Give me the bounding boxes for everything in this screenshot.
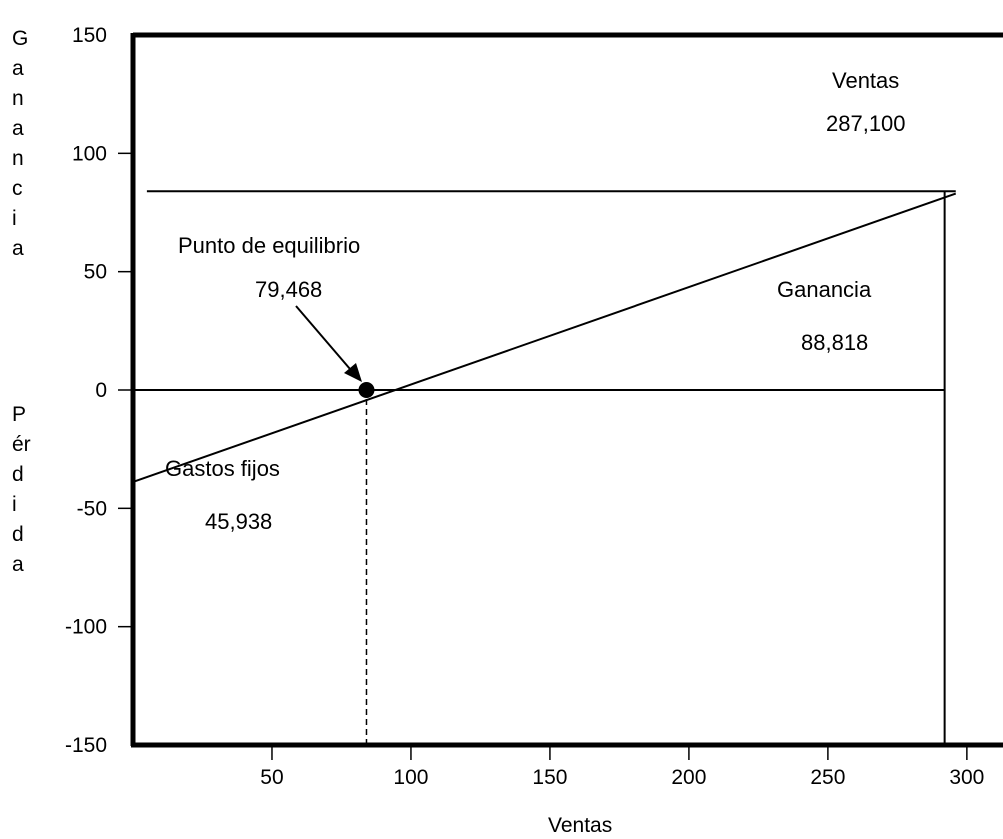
x-tick-label: 300 [949, 766, 984, 789]
x-tick-label: 250 [810, 766, 845, 789]
x-axis-title: Ventas [548, 814, 612, 834]
y-tick-label: -100 [65, 616, 107, 639]
y-tick-label: 100 [72, 142, 107, 165]
y-tick-label: -150 [65, 734, 107, 757]
y-axis-label-letter: d [12, 463, 24, 486]
x-tick-label: 200 [671, 766, 706, 789]
y-axis-label-letter: ér [12, 433, 31, 456]
y-axis-label-letter: i [12, 493, 17, 516]
x-tick-label: 150 [532, 766, 567, 789]
y-axis-label-letter: c [12, 177, 23, 200]
y-tick-label: 50 [84, 261, 107, 284]
annotation-ganancia-label: Ganancia [777, 277, 872, 302]
annotation-equilibrio-label: Punto de equilibrio [178, 233, 360, 258]
annotation-ventas-label: Ventas [832, 68, 899, 93]
x-tick-label: 50 [260, 766, 283, 789]
x-tick-label: 100 [393, 766, 428, 789]
y-axis-label-letter: a [12, 237, 24, 260]
y-axis-label-letter: a [12, 117, 24, 140]
y-axis-label-letter: a [12, 57, 24, 80]
profit-line [132, 192, 957, 483]
y-axis-label-letter: n [12, 147, 24, 170]
y-axis-label-letter: P [12, 403, 26, 426]
y-axis-label-letter: d [12, 523, 24, 546]
y-axis-label-letter: n [12, 87, 24, 110]
y-tick-label: -50 [77, 497, 107, 520]
annotation-gastos-value: 45,938 [205, 509, 272, 534]
y-tick-label: 150 [72, 24, 107, 47]
breakeven-point [358, 382, 375, 398]
annotation-gastos-label: Gastos fijos [165, 456, 280, 481]
y-tick-label: 0 [95, 379, 107, 402]
y-axis-label-gain: Ganancia [12, 27, 28, 260]
y-axis-label-letter: G [12, 27, 28, 50]
breakeven-arrow [295, 305, 362, 382]
annotation-ventas-value: 287,100 [826, 111, 906, 136]
annotation-ganancia-value: 88,818 [801, 330, 868, 355]
annotation-equilibrio-value: 79,468 [255, 277, 322, 302]
y-axis-label-letter: a [12, 553, 24, 576]
y-axis-label-letter: i [12, 207, 17, 230]
